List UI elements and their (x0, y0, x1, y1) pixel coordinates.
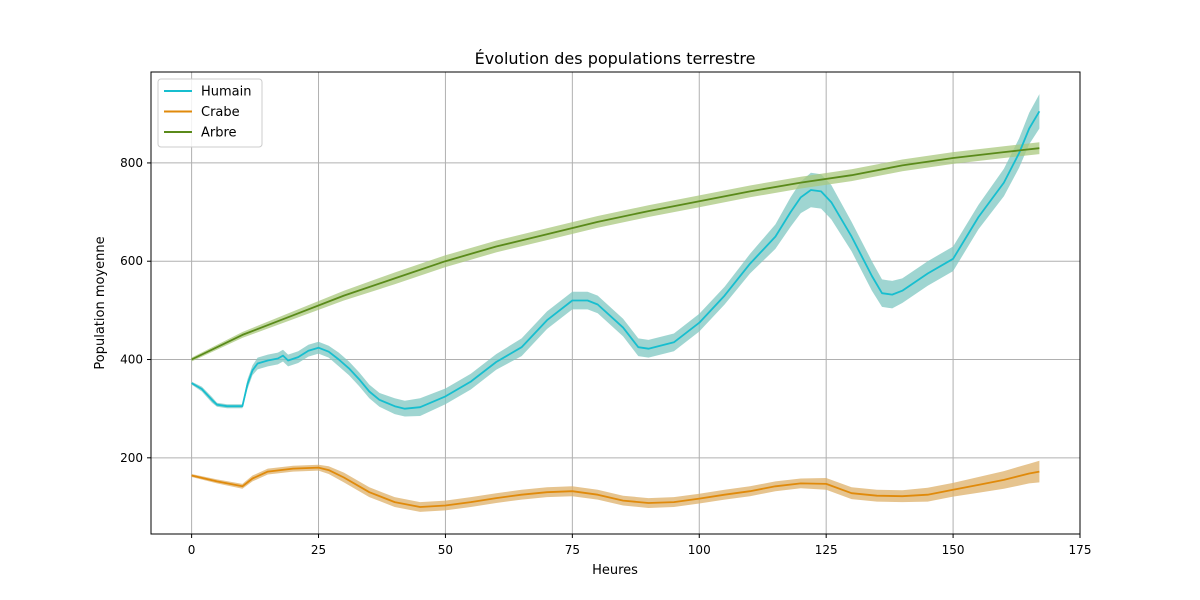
y-tick-label: 200 (120, 451, 143, 465)
plot-frame (150, 71, 1081, 535)
series-line-arbre (191, 147, 1040, 361)
series-line-humain (191, 110, 1041, 410)
ticks: 0 25 50 75 100 125 150 175 200 400 600 800 (120, 156, 1091, 557)
x-tick-label: 25 (311, 543, 326, 557)
x-tick-label: 0 (188, 543, 196, 557)
y-tick-label: 800 (120, 156, 143, 170)
series-lines (191, 110, 1041, 508)
x-tick-label: 75 (565, 543, 580, 557)
legend-label-crabe: Crabe (201, 105, 240, 120)
x-axis-label: Heures (592, 563, 638, 578)
legend-label-arbre: Arbre (201, 126, 237, 141)
y-tick-label: 400 (120, 353, 143, 367)
x-tick-label: 150 (942, 543, 965, 557)
chart-title: Évolution des populations terrestre (475, 49, 756, 68)
band-crabe (191, 460, 1040, 512)
y-tick-label: 600 (120, 254, 143, 268)
x-tick-label: 125 (815, 543, 838, 557)
x-tick-label: 175 (1069, 543, 1092, 557)
y-axis-label: Population moyenne (93, 236, 108, 369)
legend-box (157, 78, 263, 148)
legend-label-humain: Humain (201, 85, 252, 100)
x-tick-label: 100 (688, 543, 711, 557)
series-line-crabe (191, 466, 1040, 508)
x-tick-label: 50 (438, 543, 453, 557)
confidence-bands (191, 94, 1040, 512)
legend: Humain Crabe Arbre (157, 78, 263, 148)
